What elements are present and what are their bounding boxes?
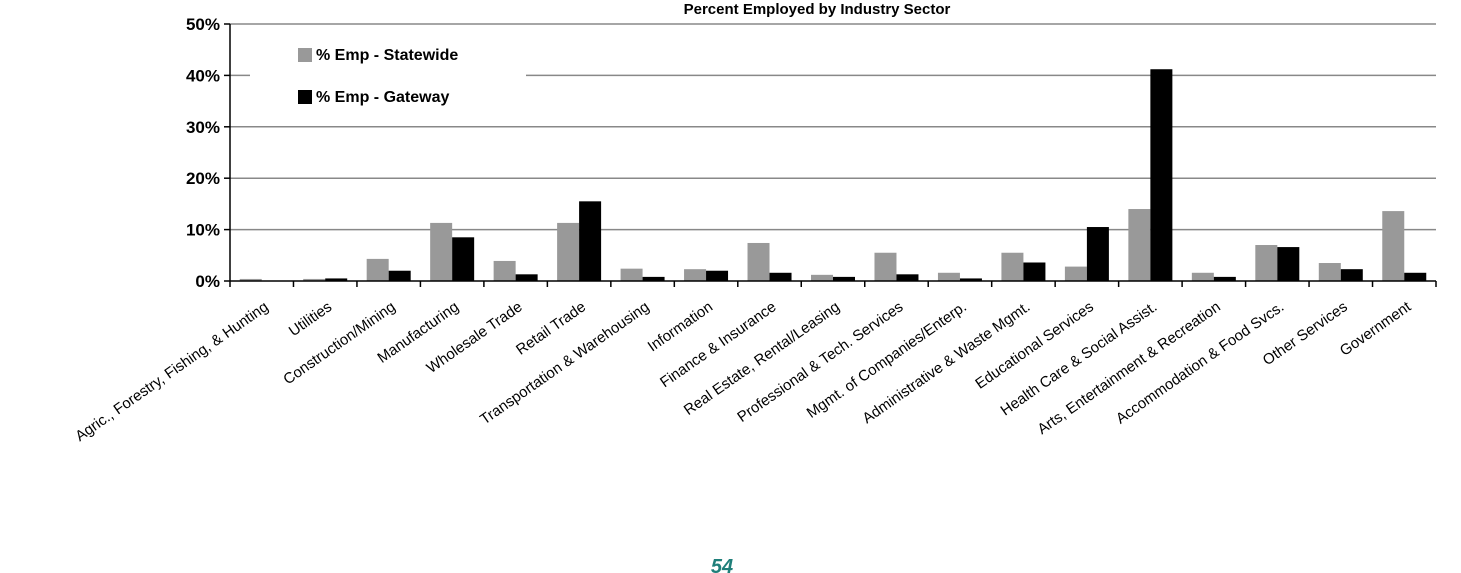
x-category-label: Finance & Insurance — [657, 298, 779, 391]
bar-gateway — [325, 278, 348, 281]
bar-statewide — [684, 269, 707, 281]
x-axis-category-labels: Agric., Forestry, Fishing, & Hunting Util… — [72, 298, 1415, 445]
y-tick-label: 50% — [186, 15, 220, 34]
bar-gateway — [833, 276, 855, 281]
y-tick-label: 0% — [195, 272, 220, 291]
bar-statewide — [557, 222, 580, 281]
y-axis-tick-labels: 0% 10% 20% 30% 40% 50% — [186, 15, 220, 291]
x-category-label: Agric., Forestry, Fishing, & Hunting — [72, 298, 271, 445]
y-tick-label: 40% — [186, 66, 220, 85]
bar-gateway — [1277, 247, 1300, 281]
bar-gateway — [1150, 69, 1173, 282]
bar-gateway — [1404, 272, 1427, 281]
bar-statewide — [366, 258, 389, 281]
page-number: 54 — [711, 556, 733, 573]
bar-statewide — [937, 272, 960, 281]
legend: % Emp - Statewide % Emp - Gateway — [250, 39, 526, 109]
bar-statewide — [1382, 211, 1405, 281]
x-category-label: Government — [1337, 298, 1415, 360]
bar-statewide — [430, 222, 453, 281]
legend-swatch-gateway — [298, 90, 312, 104]
bar-gateway — [1086, 227, 1109, 281]
y-tick-label: 10% — [186, 221, 220, 240]
bar-gateway — [388, 270, 411, 281]
chart-title: Percent Employed by Industry Sector — [684, 1, 951, 18]
bar-statewide — [1064, 266, 1087, 281]
bar-gateway — [452, 237, 475, 281]
bar-gateway — [959, 278, 982, 281]
bar-statewide — [1255, 245, 1278, 281]
bar-gateway — [579, 201, 602, 281]
bar-statewide — [303, 278, 326, 281]
legend-label-statewide: % Emp - Statewide — [316, 47, 458, 64]
bar-gateway — [1340, 269, 1363, 281]
legend-swatch-statewide — [298, 48, 312, 62]
bar-statewide — [239, 278, 262, 281]
y-tick-label: 30% — [186, 118, 220, 137]
bar-statewide — [620, 268, 643, 281]
legend-background — [250, 39, 526, 109]
bar-gateway — [1213, 276, 1236, 281]
bar-statewide — [1318, 263, 1341, 281]
bar-statewide — [874, 252, 897, 281]
bar-gateway — [706, 270, 729, 281]
y-tick-label: 20% — [186, 169, 220, 188]
bar-statewide — [747, 242, 770, 281]
bar-statewide — [493, 260, 516, 281]
x-category-label: Construction/Mining — [280, 298, 398, 388]
axes — [229, 24, 1437, 287]
bar-statewide — [1128, 209, 1151, 281]
legend-label-gateway: % Emp - Gateway — [316, 89, 449, 106]
x-category-label: Utilities — [286, 298, 335, 340]
bar-statewide — [811, 274, 833, 281]
bar-gateway — [1023, 262, 1046, 281]
bar-statewide — [1191, 272, 1214, 281]
bars — [239, 69, 1427, 282]
bar-gateway — [896, 274, 919, 281]
bar-gateway — [515, 274, 538, 281]
bar-gateway — [642, 276, 665, 281]
bar-gateway — [769, 272, 792, 281]
bar-statewide — [1001, 252, 1024, 281]
